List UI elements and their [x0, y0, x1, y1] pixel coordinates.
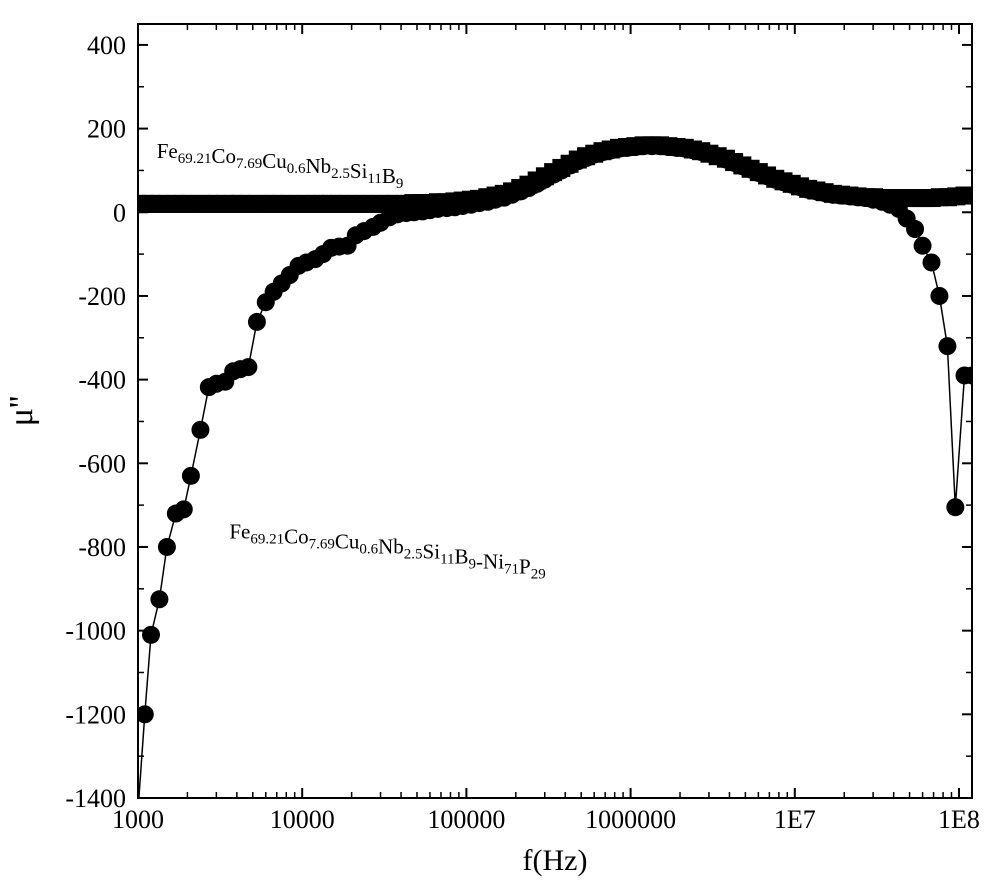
y-tick-label: -600 [78, 449, 126, 478]
y-tick-label: -800 [78, 533, 126, 562]
y-tick-label: 400 [87, 31, 126, 60]
x-tick-label: 1000000 [585, 805, 676, 834]
x-axis-label: f(Hz) [523, 844, 588, 877]
x-tick-label: 1E8 [938, 805, 980, 834]
x-tick-label: 1000 [112, 805, 164, 834]
y-tick-label: -1000 [65, 617, 126, 646]
annotation-formula: Fe69.21Co7.69Cu0.6Nb2.5Si11B9 [157, 139, 404, 192]
chart-svg: -1400-1200-1000-800-600-400-200020040010… [0, 0, 1000, 886]
y-tick-label: -400 [78, 366, 126, 395]
y-axis-label: μ'' [3, 396, 40, 426]
chart-container: -1400-1200-1000-800-600-400-200020040010… [0, 0, 1000, 886]
y-tick-label: -1200 [65, 700, 126, 729]
x-tick-label: 1E7 [774, 805, 816, 834]
y-tick-label: -200 [78, 282, 126, 311]
x-tick-label: 10000 [270, 805, 335, 834]
annotation-formula: Fe69.21Co7.69Cu0.6Nb2.5Si11B9-Ni71P29 [229, 520, 545, 583]
y-tick-label: 200 [87, 115, 126, 144]
x-tick-label: 100000 [427, 805, 505, 834]
y-tick-label: 0 [113, 198, 126, 227]
